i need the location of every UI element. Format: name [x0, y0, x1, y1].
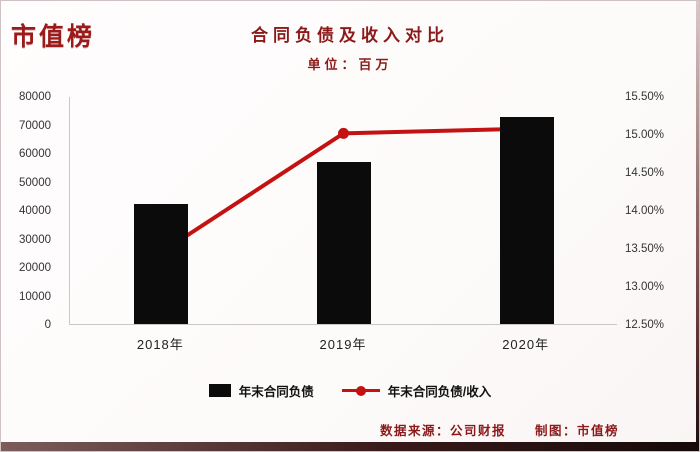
- frame-right-edge: [696, 1, 699, 451]
- right-axis-tick-label: 12.50%: [625, 319, 665, 331]
- left-axis-tick-label: 80000: [19, 91, 51, 103]
- right-axis-tick-label: 14.00%: [625, 205, 665, 217]
- left-axis-tick-label: 30000: [19, 233, 51, 246]
- x-axis-label: 2020年: [502, 337, 550, 352]
- brand-logo: 市值榜: [11, 24, 96, 51]
- chart-subtitle: 单位：百万: [307, 57, 393, 72]
- right-axis: 12.50% 13.00% 13.50% 14.00% 14.50% 15.00% 15.5…: [625, 91, 697, 331]
- frame-bottom-edge: [1, 442, 699, 451]
- legend-item: 年末合同负债/收入: [341, 381, 492, 400]
- legend-line-dot: [355, 385, 366, 396]
- left-axis-tick-label: 10000: [19, 290, 51, 303]
- ratio-line-marker: [338, 127, 349, 139]
- x-axis-label: 2019年: [319, 337, 367, 352]
- x-axis-label: 2018年: [136, 337, 184, 352]
- legend-line-marker: [341, 384, 380, 397]
- bar: [134, 204, 189, 324]
- right-axis-tick-label: 13.50%: [625, 243, 665, 255]
- chart-title: 合同负债及收入对比: [251, 26, 449, 45]
- legend-item: 年末合同负债: [208, 381, 314, 400]
- legend-label: 年末合同负债/收入: [387, 385, 492, 399]
- right-axis-tick-label: 15.00%: [625, 129, 665, 141]
- legend-label: 年末合同负债: [238, 385, 314, 399]
- left-axis-tick-label: 20000: [19, 262, 51, 274]
- chart-legend: 年末合同负债 年末合同负债/收入: [1, 381, 699, 400]
- left-axis-tick-label: 50000: [19, 176, 51, 189]
- credit-text: 制图：市值榜: [534, 424, 619, 438]
- data-source-text: 数据来源：公司财报: [379, 424, 506, 438]
- left-axis-tick-label: 40000: [19, 205, 51, 217]
- legend-bar-marker: [208, 384, 231, 397]
- right-axis-tick-label: 14.50%: [625, 167, 665, 179]
- right-axis-tick-label: 15.50%: [625, 91, 665, 103]
- left-axis-tick-label: 70000: [19, 119, 51, 132]
- footer-note: 数据来源：公司财报 制图：市值榜: [380, 420, 619, 439]
- right-axis-tick-label: 13.00%: [625, 281, 665, 293]
- bar: [317, 161, 371, 324]
- left-axis: 0 10000 20000 30000 40000 50000 60000 70000 8000…: [1, 91, 59, 331]
- left-axis-tick-label: 0: [44, 319, 51, 331]
- plot-area: [69, 97, 617, 325]
- bar: [499, 117, 554, 324]
- x-axis: 2018年 2019年 2020年: [69, 334, 617, 354]
- left-axis-tick-label: 60000: [19, 148, 51, 160]
